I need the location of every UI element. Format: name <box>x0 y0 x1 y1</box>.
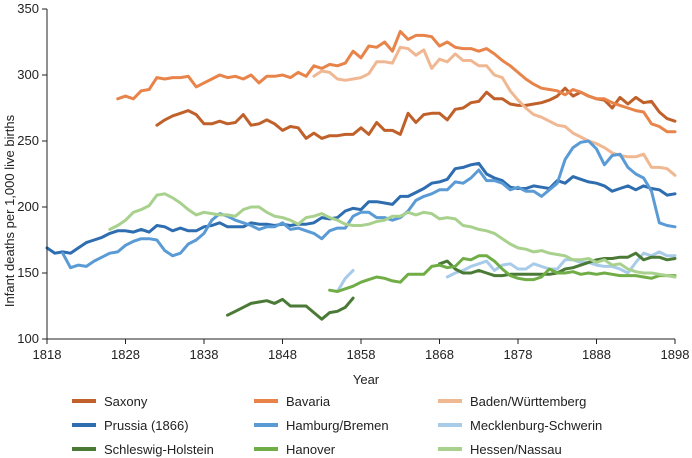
legend-label: Mecklenburg-Schwerin <box>470 418 602 433</box>
legend-item: Hessen/Nassau <box>438 442 562 457</box>
x-tick-label: 1838 <box>190 347 219 362</box>
x-tick-label: 1888 <box>582 347 611 362</box>
series-line <box>45 161 677 255</box>
x-axis-label: Year <box>353 372 380 387</box>
legend-label: Hessen/Nassau <box>470 442 562 457</box>
series-0 <box>155 86 677 140</box>
legend-item: Hamburg/Bremen <box>254 418 389 433</box>
series-1 <box>116 29 677 134</box>
series-5 <box>335 250 677 293</box>
x-tick-label: 1898 <box>661 347 690 362</box>
series-line <box>155 86 677 140</box>
series-4 <box>61 139 677 270</box>
x-tick-label: 1848 <box>268 347 297 362</box>
y-tick-label: 150 <box>17 265 39 280</box>
axes: 100 150 200 250 300 350 1818 1828 1838 1848 1858 18… <box>17 1 689 362</box>
x-tick-label: 1828 <box>111 347 140 362</box>
y-tick-label: 200 <box>17 199 39 214</box>
y-axis-label: Infant deaths per 1,000 live births <box>2 114 17 307</box>
legend-item: Mecklenburg-Schwerin <box>438 418 602 433</box>
series-line <box>61 139 677 270</box>
series-line <box>335 268 355 293</box>
series-8 <box>108 192 677 279</box>
legend: Saxony Bavaria Baden/Württemberg Prussia (1… <box>72 394 602 457</box>
y-tick-label: 100 <box>17 331 39 346</box>
x-tick-label: 1878 <box>504 347 533 362</box>
y-tick-label: 350 <box>17 1 39 16</box>
legend-item: Prussia (1866) <box>72 418 189 433</box>
legend-label: Hamburg/Bremen <box>286 418 389 433</box>
legend-label: Prussia (1866) <box>104 418 189 433</box>
legend-label: Hanover <box>286 442 336 457</box>
legend-item: Baden/Württemberg <box>438 394 586 409</box>
legend-item: Bavaria <box>254 394 331 409</box>
legend-item: Schleswig-Holstein <box>72 442 214 457</box>
x-tick-label: 1858 <box>347 347 376 362</box>
series-line <box>226 296 355 321</box>
series-line <box>108 192 677 279</box>
x-tick-label: 1868 <box>425 347 454 362</box>
series-line <box>116 29 677 134</box>
x-tick-label: 1818 <box>33 347 62 362</box>
series-7 <box>328 254 677 293</box>
series-3 <box>45 161 677 255</box>
series-line <box>328 254 677 293</box>
series-line <box>445 250 677 279</box>
y-tick-label: 300 <box>17 67 39 82</box>
legend-item: Hanover <box>254 442 336 457</box>
legend-item: Saxony <box>72 394 148 409</box>
legend-label: Saxony <box>104 394 148 409</box>
plot-area <box>45 29 677 321</box>
y-tick-label: 250 <box>17 133 39 148</box>
legend-label: Schleswig-Holstein <box>104 442 214 457</box>
legend-label: Bavaria <box>286 394 331 409</box>
legend-label: Baden/Württemberg <box>470 394 586 409</box>
